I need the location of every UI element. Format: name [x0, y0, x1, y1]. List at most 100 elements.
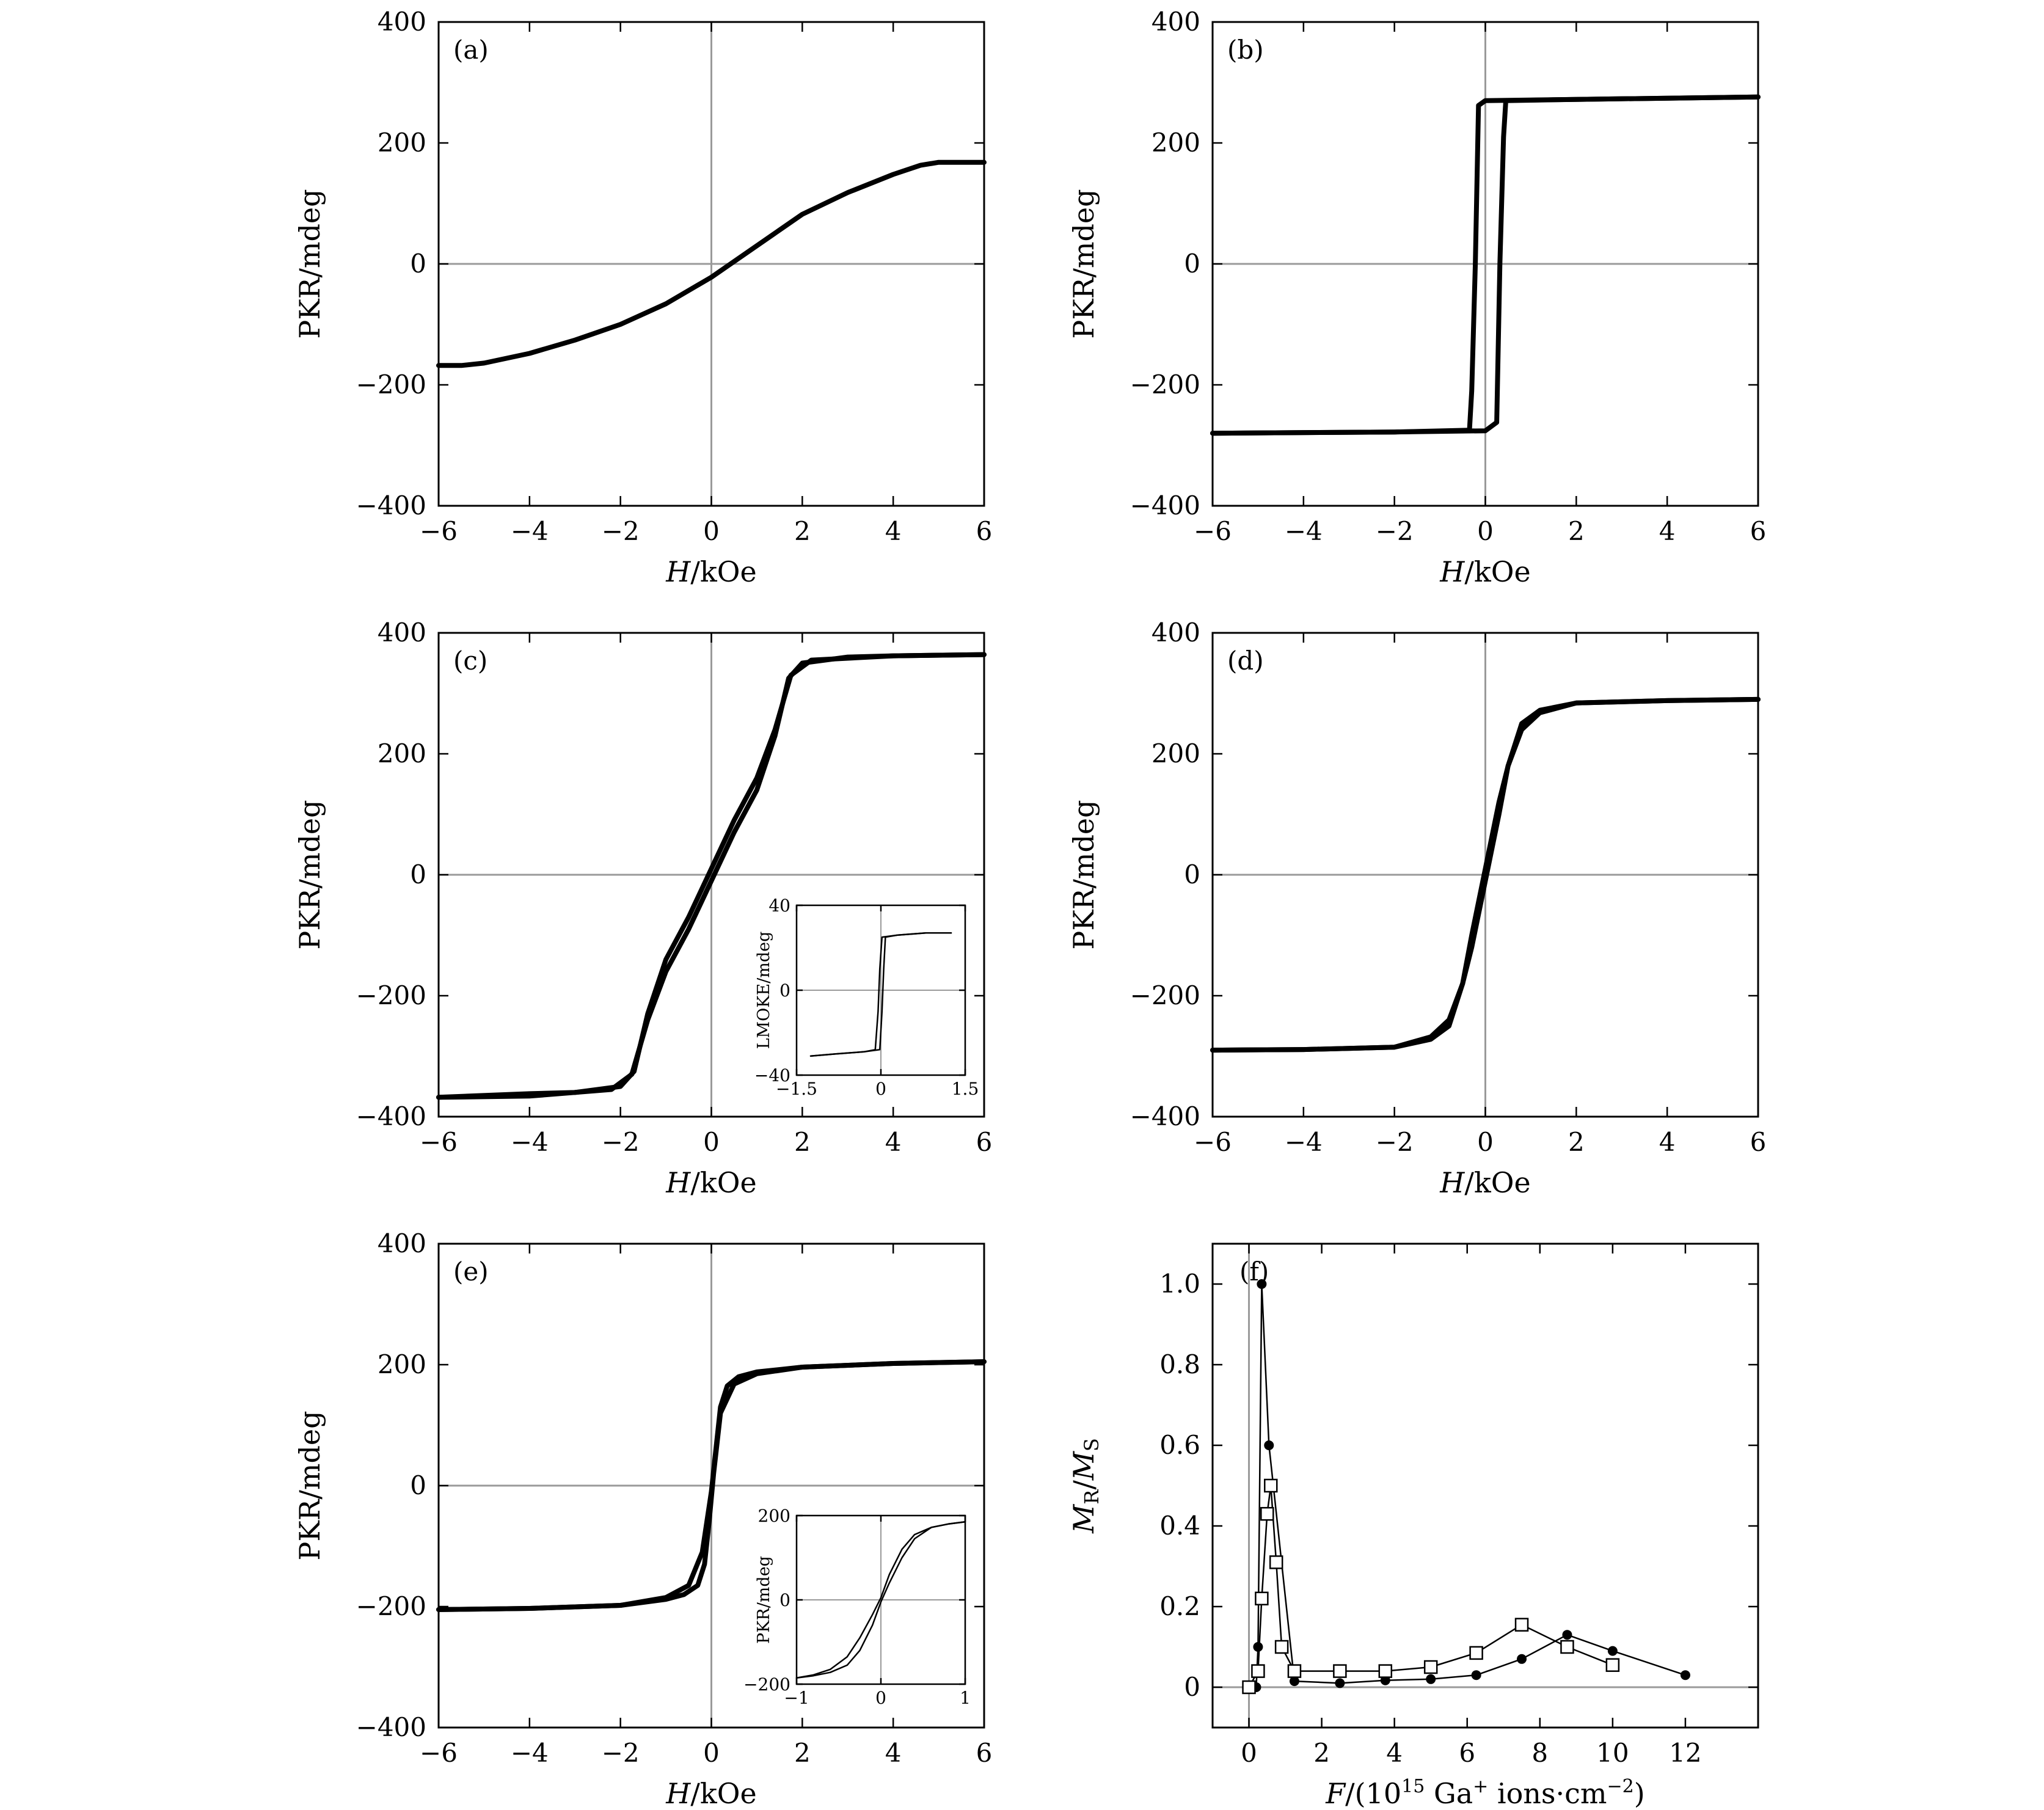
y-axis-label-m: M — [1067, 1450, 1100, 1481]
x-axis-label-unit: /kOe — [690, 555, 756, 588]
panel-label: (c) — [453, 646, 487, 676]
y-tick-label: −200 — [356, 370, 426, 400]
x-tick-label: 6 — [1750, 516, 1767, 546]
series-line-1 — [436, 652, 987, 1100]
data-point-square — [1469, 1646, 1483, 1660]
data-point-square — [1560, 1640, 1574, 1654]
x-axis-label: H/kOe — [665, 1777, 756, 1810]
data-point-circle — [1562, 1630, 1572, 1640]
x-tick-label: −6 — [420, 516, 458, 546]
series-line-1 — [1210, 94, 1761, 436]
x-tick-label: 2 — [794, 1738, 811, 1768]
x-tick-label: 2 — [1313, 1738, 1330, 1768]
data-point-square — [1333, 1664, 1347, 1678]
x-axis-label-sup: −2 — [1607, 1776, 1634, 1797]
x-tick-label: −1.5 — [776, 1079, 817, 1099]
y-axis-label-sub: R — [1080, 1489, 1103, 1505]
panel-label: (d) — [1227, 646, 1264, 676]
y-tick-label: 0 — [1184, 249, 1200, 279]
y-axis-label: PKR/mdeg — [293, 1410, 326, 1560]
y-axis-label: PKR/mdeg — [1067, 189, 1100, 338]
x-axis-label: H/kOe — [665, 1166, 756, 1199]
x-axis-label-f: F — [1325, 1777, 1346, 1810]
panel-label: (f) — [1239, 1257, 1269, 1286]
x-axis-label-h: H — [1439, 1166, 1465, 1199]
x-tick-label: 12 — [1669, 1738, 1701, 1768]
y-axis-label: MR/MS — [1067, 1438, 1103, 1534]
y-tick-label: −200 — [356, 1591, 426, 1621]
y-axis-label: PKR/mdeg — [1067, 800, 1100, 949]
x-tick-label: 10 — [1596, 1738, 1629, 1768]
panel-label: (a) — [453, 35, 489, 65]
x-tick-label: 2 — [794, 516, 811, 546]
x-axis-label-text: ions·cm — [1488, 1777, 1607, 1810]
data-point-circle — [1426, 1674, 1436, 1684]
data-point-square — [1251, 1664, 1265, 1678]
data-point-circle — [1257, 1279, 1267, 1289]
series-line-1 — [1210, 696, 1761, 1053]
x-tick-label: 4 — [1659, 1127, 1676, 1157]
data-point-square — [1274, 1640, 1289, 1654]
y-tick-label: −200 — [743, 1674, 790, 1695]
data-point-square — [1242, 1680, 1256, 1695]
y-tick-label: −200 — [356, 980, 426, 1010]
data-point-square — [1269, 1555, 1283, 1569]
y-tick-label: 200 — [758, 1506, 790, 1526]
y-tick-label: −400 — [1130, 491, 1200, 520]
y-tick-label: −200 — [1130, 370, 1200, 400]
x-tick-label: 6 — [1750, 1127, 1767, 1157]
x-tick-label: 4 — [1659, 516, 1676, 546]
x-tick-label: −6 — [1194, 1127, 1232, 1157]
x-tick-label: 0 — [703, 1127, 720, 1157]
x-tick-label: 6 — [976, 1127, 993, 1157]
y-tick-label: −40 — [754, 1065, 790, 1086]
x-tick-label: 8 — [1531, 1738, 1548, 1768]
data-point-circle — [1471, 1670, 1481, 1680]
x-tick-label: 0 — [1477, 516, 1494, 546]
x-axis-label-h: H — [665, 1777, 691, 1810]
y-axis-label-m: M — [1067, 1503, 1100, 1534]
x-tick-label: 1.5 — [952, 1079, 979, 1099]
series-line-1 — [795, 1521, 966, 1679]
x-tick-label: 4 — [885, 1127, 902, 1157]
panel-label: (e) — [453, 1257, 489, 1286]
chart-panel-d: −6 −4 −2 0 2 4 6 −400 −200 0 200 400 (d) PKR/mdeg H/kO… — [1067, 618, 1766, 1199]
y-tick-label: 0.8 — [1159, 1349, 1200, 1379]
y-tick-label: 200 — [1152, 128, 1200, 158]
data-point-square — [1264, 1478, 1278, 1493]
x-axis-label-unit: /kOe — [690, 1166, 756, 1199]
chart-panel-c: −6 −4 −2 0 2 4 6−400−2000200400(c)PKR/mdegH/kO… — [293, 618, 992, 1199]
x-tick-label: 4 — [885, 516, 902, 546]
x-axis-label: H/kOe — [665, 555, 756, 588]
y-axis-label: PKR/mdeg — [293, 800, 326, 949]
x-tick-label: −2 — [602, 1127, 640, 1157]
x-tick-label: −4 — [511, 516, 549, 546]
x-tick-label: 4 — [885, 1738, 902, 1768]
y-axis-label: PKR/mdeg — [293, 189, 326, 338]
x-tick-label: 2 — [1568, 516, 1585, 546]
y-axis-label-slash: / — [1067, 1480, 1100, 1490]
y-tick-label: 400 — [1152, 7, 1200, 37]
x-tick-label: 0 — [703, 1738, 720, 1768]
y-tick-label: 1.0 — [1159, 1269, 1200, 1299]
y-tick-label: 0 — [410, 249, 426, 279]
x-tick-label: −6 — [420, 1738, 458, 1768]
x-axis-label-unit: /kOe — [1464, 1166, 1530, 1199]
y-tick-label: 0 — [410, 859, 426, 889]
x-tick-label: −4 — [1285, 1127, 1323, 1157]
y-tick-label: 0.4 — [1159, 1511, 1200, 1541]
y-tick-label: 200 — [1152, 739, 1200, 768]
y-tick-label: 0.6 — [1159, 1430, 1200, 1460]
x-tick-label: 6 — [1459, 1738, 1475, 1768]
x-tick-label: −2 — [1376, 1127, 1414, 1157]
data-point-square — [1260, 1506, 1274, 1521]
x-axis-label-text: Ga — [1425, 1777, 1473, 1810]
data-point-circle — [1253, 1642, 1263, 1652]
data-point-circle — [1264, 1440, 1274, 1450]
y-tick-label: 400 — [378, 7, 426, 37]
y-axis-label: PKR/mdeg — [754, 1556, 773, 1644]
data-point-square — [1255, 1591, 1269, 1606]
